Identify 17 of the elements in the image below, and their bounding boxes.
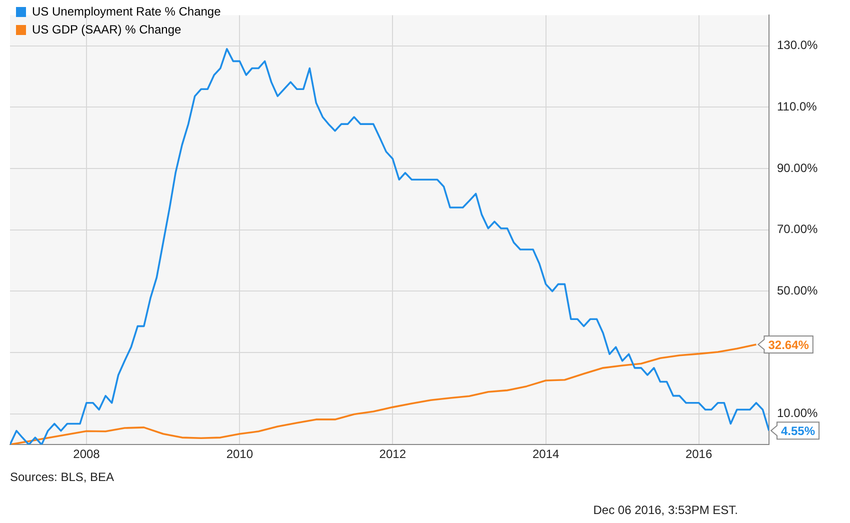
y-tick-label: 110.0% <box>777 100 818 114</box>
y-tick-label: 10.00% <box>777 406 818 420</box>
x-tick-label: 2016 <box>685 447 712 462</box>
data-label: 4.55% <box>781 424 816 438</box>
text: Dec 06 2016, 3:53PM EST. <box>593 503 738 517</box>
x-tick-label: 2008 <box>73 447 100 462</box>
x-tick-label: 2014 <box>532 447 560 462</box>
y-tick-label: 90.00% <box>777 160 818 175</box>
x-tick-label: 2010 <box>226 447 254 462</box>
data-label: 32.64% <box>768 338 810 352</box>
y-tick-label: 130.0% <box>777 38 818 52</box>
legend-label: US Unemployment Rate % Change <box>32 4 222 18</box>
x-tick-label: 2012 <box>379 447 406 462</box>
y-tick-label: 70.00% <box>777 222 818 236</box>
source-note: Sources: BLS, BEA <box>10 470 114 484</box>
legend-label: US GDP (SAAR) % Change <box>32 22 182 36</box>
y-tick-label: 50.00% <box>777 284 818 298</box>
